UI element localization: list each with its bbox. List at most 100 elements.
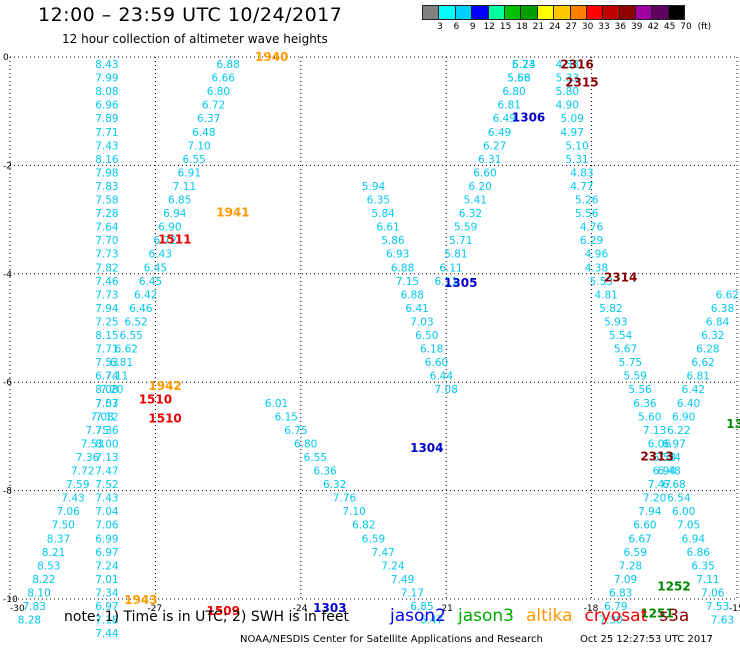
- swh-value: 6.80: [502, 86, 525, 98]
- swh-value: 7.71: [95, 127, 118, 139]
- swh-value: 5.86: [381, 235, 405, 247]
- swh-value: 6.55: [182, 154, 205, 166]
- swh-value: 6.60: [633, 520, 656, 532]
- swh-value: 7.34: [95, 587, 119, 599]
- swh-value: 6.29: [580, 235, 603, 247]
- pass-number-label: 13: [726, 417, 740, 431]
- swh-value: 5.71: [449, 235, 472, 247]
- swh-value: 6.81: [687, 371, 710, 383]
- swh-value: 7.47: [95, 466, 118, 478]
- swh-value: 8.08: [95, 384, 118, 396]
- color-scale-label: 18: [516, 22, 528, 32]
- swh-value: 6.11: [435, 276, 458, 288]
- pass-number-label: 1306: [512, 111, 545, 125]
- y-tick-label: -10: [3, 595, 18, 605]
- x-tick-label: -15: [729, 604, 740, 614]
- swh-value: 6.62: [716, 289, 739, 301]
- swh-value: 6.46: [129, 303, 153, 315]
- swh-value: 6.96: [95, 100, 119, 112]
- swh-value: 4.97: [561, 127, 584, 139]
- swh-value: 6.40: [677, 398, 700, 410]
- swh-value: 7.83: [95, 181, 118, 193]
- swh-value: 6.62: [115, 344, 138, 356]
- swh-value: 6.35: [691, 560, 714, 572]
- swh-value: 6.60: [425, 357, 448, 369]
- swh-value: 6.48: [657, 466, 680, 478]
- swh-value: 6.91: [178, 167, 201, 179]
- swh-value: 6.59: [624, 547, 647, 559]
- swh-value: 6.85: [410, 601, 433, 613]
- swh-value: 7.28: [619, 560, 642, 572]
- color-scale-label: 42: [647, 22, 659, 32]
- swh-value: 6.62: [691, 357, 714, 369]
- swh-value: 6.00: [672, 506, 695, 518]
- color-scale-labels: 3 6 9 12 15 18 21 24 27 30 33 36 39 42 45 70 (ft): [422, 22, 734, 34]
- color-scale-label: 27: [565, 22, 577, 32]
- swh-value: 6.97: [95, 547, 118, 559]
- swh-value: 7.36: [76, 452, 100, 464]
- swh-value: 7.64: [95, 222, 119, 234]
- swh-value: 6.47: [420, 615, 443, 627]
- swh-value: 6.88: [391, 262, 414, 274]
- swh-value: 6.94: [653, 466, 677, 478]
- pass-number-label: 1509: [207, 604, 240, 618]
- swh-value: 7.36: [95, 425, 119, 437]
- swh-value: 7.47: [371, 547, 394, 559]
- swh-value: 5.59: [624, 371, 647, 383]
- swh-value: 5.67: [614, 344, 637, 356]
- swh-value: 7.53: [81, 438, 104, 450]
- swh-value: 5.54: [609, 330, 633, 342]
- swh-value: 7.59: [66, 479, 89, 491]
- swh-value: 6.79: [604, 601, 627, 613]
- swh-value: 7.13: [643, 425, 666, 437]
- swh-value: 7.01: [95, 574, 118, 586]
- swh-value: 5.84: [371, 208, 395, 220]
- swh-value: 7.11: [105, 371, 128, 383]
- swh-value: 8.53: [37, 560, 60, 572]
- swh-value: 7.30: [599, 615, 622, 627]
- y-tick-label: -2: [3, 161, 12, 171]
- swh-value: 4.83: [570, 167, 593, 179]
- y-tick-label: -8: [3, 487, 12, 497]
- swh-value: 4.96: [585, 249, 609, 261]
- color-scale-label: 30: [581, 22, 594, 32]
- swh-value: 5.93: [604, 316, 627, 328]
- swh-value: 7.50: [52, 520, 75, 532]
- swh-value: 6.23: [512, 59, 535, 71]
- pass-number-label: 1943: [124, 593, 157, 607]
- pass-number-label: 1511: [158, 233, 191, 247]
- swh-value: 5.56: [628, 384, 652, 396]
- swh-value: 7.75: [86, 425, 109, 437]
- pass-number-label: 1251: [640, 607, 673, 621]
- swh-value: 6.93: [386, 249, 409, 261]
- color-scale-label: 70: [680, 22, 692, 32]
- swh-value: 6.36: [313, 466, 337, 478]
- swh-value: 5.74: [512, 59, 536, 71]
- pass-number-label: 1305: [444, 276, 477, 290]
- x-tick-label: -27: [147, 604, 162, 614]
- swh-value: 6.35: [367, 195, 390, 207]
- swh-value: 6.67: [628, 533, 651, 545]
- color-scale-label: 36: [614, 22, 627, 32]
- swh-value: 6.50: [415, 330, 438, 342]
- swh-value: 6.42: [134, 289, 157, 301]
- swh-value: 7.73: [95, 289, 118, 301]
- swh-value: 7.70: [95, 235, 118, 247]
- swh-value: 6.15: [275, 411, 298, 423]
- swh-value: 7.06: [95, 520, 119, 532]
- swh-value: 7.82: [95, 262, 118, 274]
- swh-value: 7.94: [95, 303, 119, 315]
- swh-value: 5.59: [454, 222, 477, 234]
- x-tick-label: -18: [584, 604, 599, 614]
- swh-value: 5.10: [565, 140, 588, 152]
- swh-value: 7.13: [95, 452, 118, 464]
- swh-value: 8.10: [27, 587, 50, 599]
- color-scale-label: 3: [437, 22, 443, 32]
- swh-value: 5.94: [362, 181, 386, 193]
- swh-value: 5.60: [638, 411, 661, 423]
- swh-value: 6.41: [405, 303, 428, 315]
- swh-value: 7.18: [95, 615, 118, 627]
- pass-number-label: 1940: [255, 50, 288, 64]
- swh-value: 6.60: [473, 167, 496, 179]
